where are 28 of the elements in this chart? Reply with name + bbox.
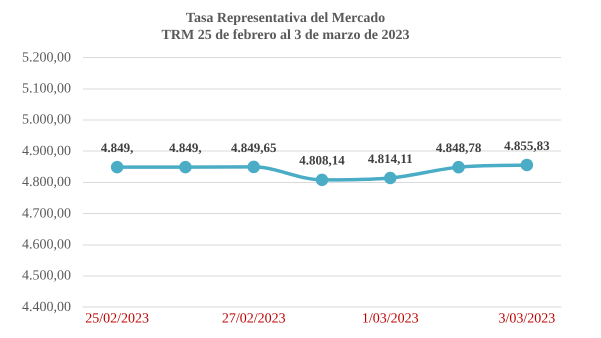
point xyxy=(247,160,260,174)
y-tick-label: 4.600,00 xyxy=(22,237,71,252)
y-tick-label: 4.700,00 xyxy=(22,206,71,222)
point xyxy=(316,174,328,186)
y-tick-label: 4.400,00 xyxy=(22,300,71,315)
point xyxy=(110,160,124,174)
point xyxy=(452,160,465,174)
data-label: 4.848,78 xyxy=(436,140,482,156)
point xyxy=(520,158,534,172)
chart-title: Tasa Representativa del Mercado TRM 25 de febrero al 3 de marzo de 2023 xyxy=(162,11,410,43)
data-label: 4.849, xyxy=(169,140,202,155)
y-tick-label: 5.000,00 xyxy=(22,112,71,128)
data-label: 4.808,14 xyxy=(299,152,346,168)
x-tick-label: 25/02/2023 xyxy=(85,311,150,326)
y-tick-label: 5.200,00 xyxy=(22,50,71,66)
point xyxy=(179,160,192,174)
data-label: 4.849,65 xyxy=(230,140,277,155)
y-tick-label: 5.100,00 xyxy=(22,81,71,96)
point xyxy=(384,172,397,184)
x-tick-label: 27/02/2023 xyxy=(222,311,286,326)
x-tick-label: 3/03/2023 xyxy=(498,311,556,326)
data-label: 4.849, xyxy=(100,140,134,155)
y-tick-label: 4.800,00 xyxy=(22,175,71,190)
y-tick-label: 4.500,00 xyxy=(22,268,71,284)
data-label: 4.814,11 xyxy=(368,150,413,166)
y-tick-label: 4.900,00 xyxy=(22,144,71,159)
data-label: 4.855,83 xyxy=(504,138,550,153)
x-tick-label: 1/03/2023 xyxy=(362,311,419,326)
